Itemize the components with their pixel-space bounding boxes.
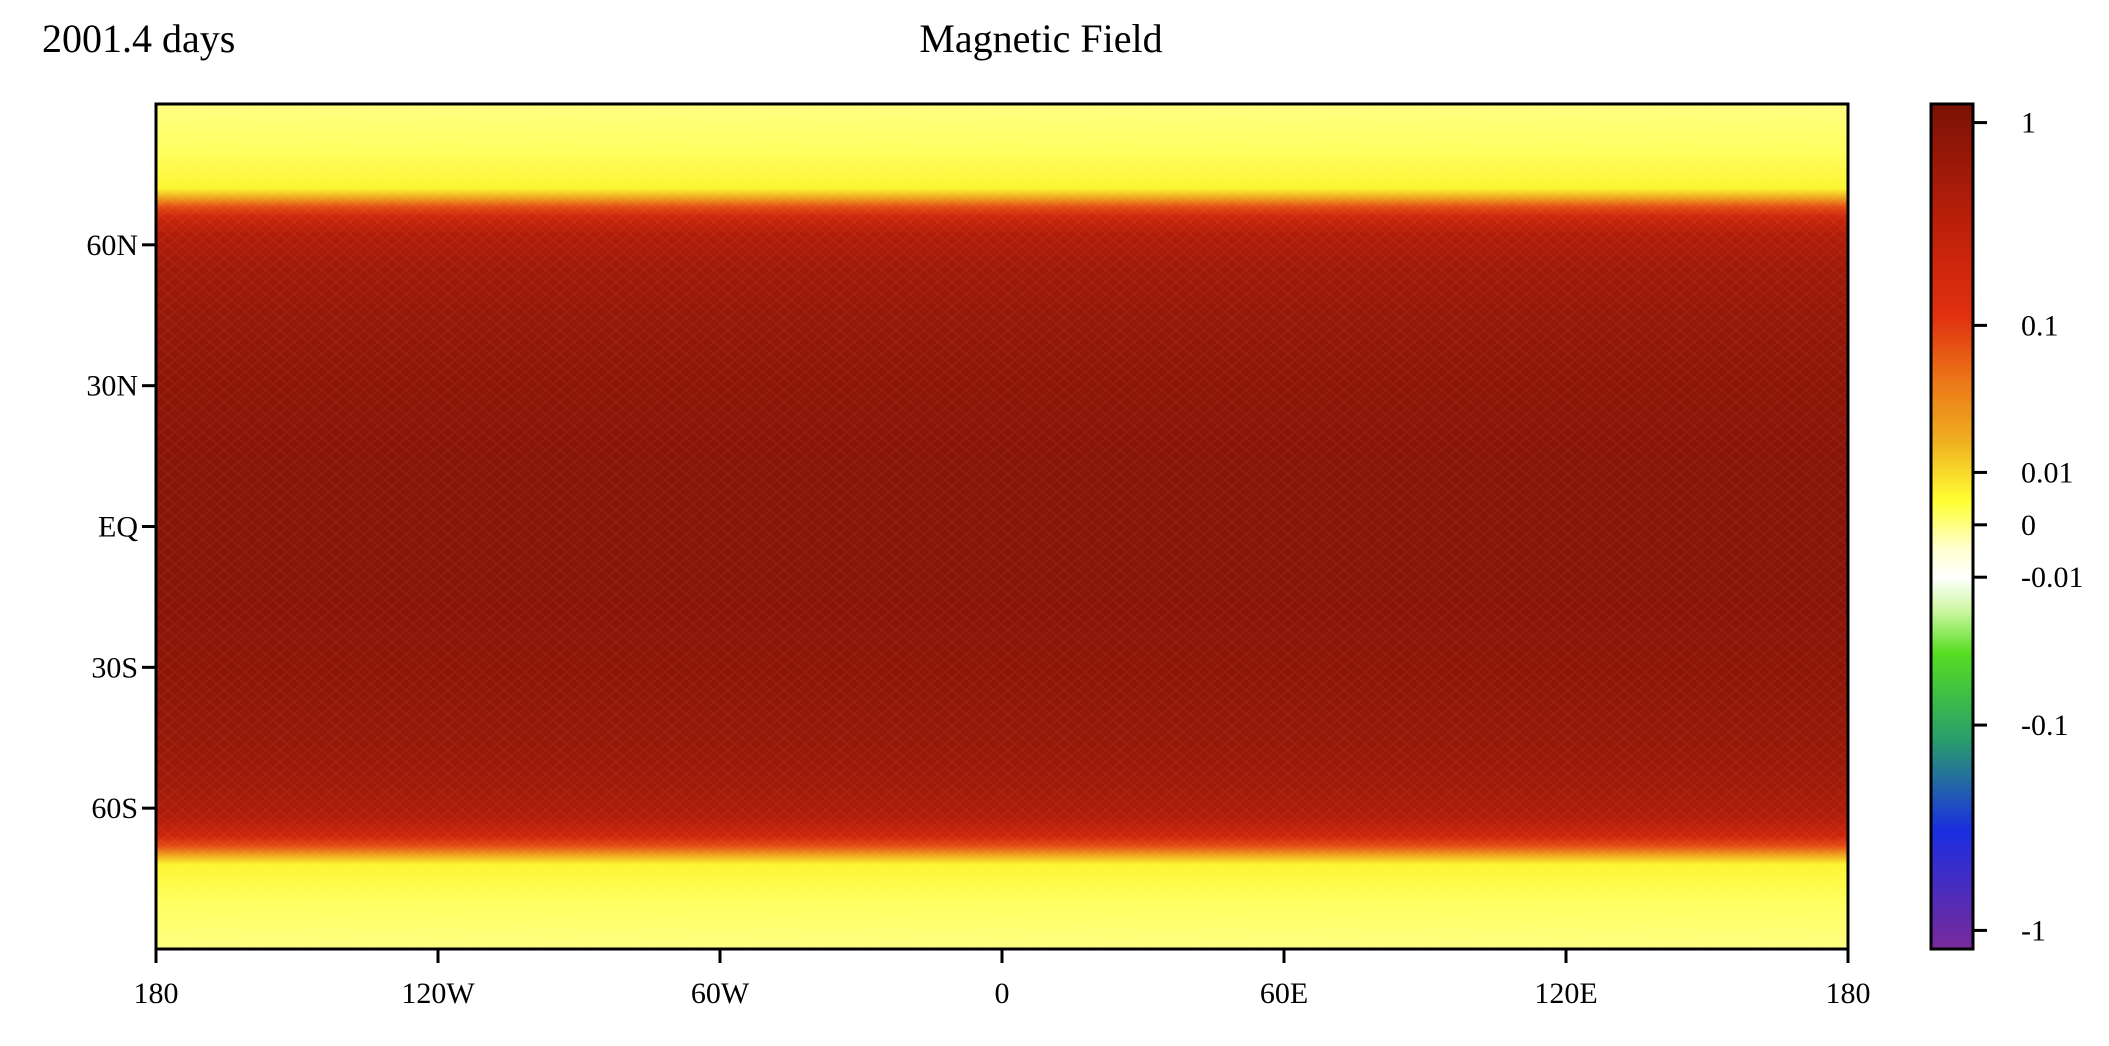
colorbar-frame (1929, 102, 1975, 951)
colorbar-ticks: 1 0.1 0.01 0 -0.01 -0.1 -1 (1973, 107, 2084, 947)
y-tick-label: EQ (98, 511, 138, 544)
colorbar: 1 0.1 0.01 0 -0.01 -0.1 -1 (1929, 102, 2084, 951)
y-axis: 60N 30N EQ 30S 60S (86, 229, 156, 825)
time-label: 2001.4 days (42, 16, 235, 61)
colorbar-tick-label: 0.01 (2021, 456, 2074, 489)
x-axis: 180 120W 60W 0 60E 120E 180 (134, 949, 1871, 1010)
y-tick-label: 30S (91, 651, 138, 684)
x-tick-label: 180 (1826, 977, 1871, 1010)
colorbar-tick-label: -1 (2021, 914, 2046, 947)
x-tick-label: 180 (134, 977, 179, 1010)
x-tick-label: 120E (1534, 977, 1597, 1010)
colorbar-tick-label: 0 (2021, 509, 2036, 542)
colorbar-tick-label: 0.1 (2021, 309, 2059, 342)
colorbar-tick-label: -0.1 (2021, 709, 2069, 742)
colorbar-tick-label: -0.01 (2021, 561, 2084, 594)
y-tick-label: 60N (86, 229, 138, 262)
x-tick-label: 60W (691, 977, 750, 1010)
chart-title: Magnetic Field (919, 16, 1162, 61)
mesh-overlay (156, 104, 1848, 949)
x-tick-label: 60E (1260, 977, 1308, 1010)
y-tick-label: 30N (86, 370, 138, 403)
x-tick-label: 120W (401, 977, 475, 1010)
colorbar-scale (1931, 104, 1973, 949)
colorbar-tick-label: 1 (2021, 107, 2036, 140)
plot-area (154, 102, 1850, 951)
x-tick-label: 0 (995, 977, 1010, 1010)
y-tick-label: 60S (91, 792, 138, 825)
